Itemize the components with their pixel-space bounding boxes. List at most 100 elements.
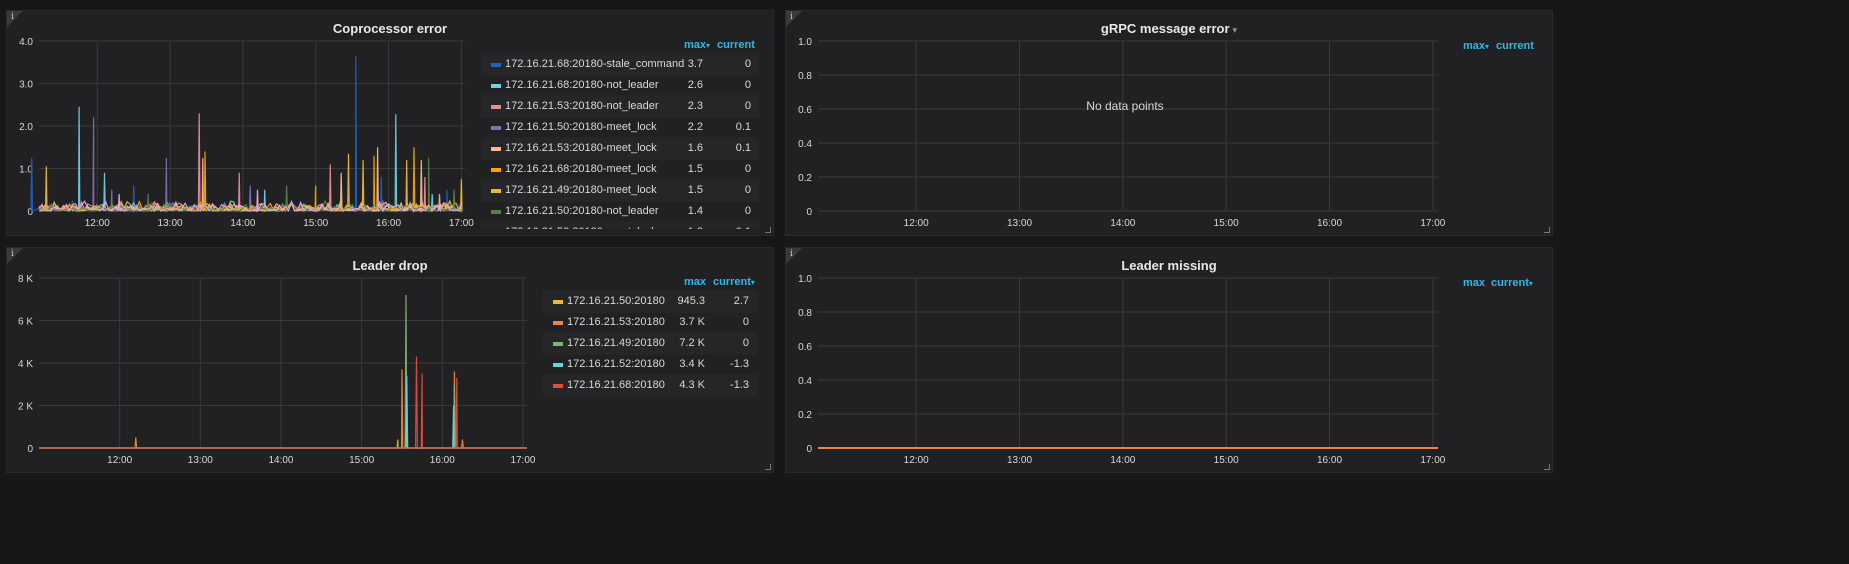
series-color-swatch[interactable] [491, 189, 501, 193]
legend-rows[interactable]: 172.16.21.50:20180 945.3 2.7 172.16.21.53:2… [543, 290, 757, 397]
series-color-swatch[interactable] [553, 363, 563, 367]
legend-item[interactable]: 172.16.21.68:20180-meet_lock 1.5 0 [481, 158, 759, 181]
y-tick-label: 2 K [18, 402, 33, 413]
panel-title[interactable]: gRPC message error ▾ [1100, 21, 1238, 36]
series-color-swatch[interactable] [491, 210, 501, 214]
info-icon[interactable]: i [11, 249, 14, 259]
legend-item[interactable]: 172.16.21.52:20180 3.4 K -1.3 [543, 353, 757, 376]
panel-info-corner[interactable] [786, 248, 802, 264]
x-tick-label: 13:00 [158, 218, 183, 229]
legend-item[interactable]: 172.16.21.50:20180-not_leader 1.4 0 [481, 200, 759, 223]
resize-handle[interactable] [765, 464, 771, 470]
panel-coprocessor-error: i Coprocessor error 0 1.0 2.0 3.0 4.0 12:00 13… [6, 10, 774, 236]
x-tick-label: 12:00 [107, 455, 132, 466]
panel-title[interactable]: Coprocessor error [332, 21, 448, 36]
legend-item[interactable]: 172.16.21.50:20180-meet_lock 2.2 0.1 [481, 116, 759, 139]
series-color-swatch[interactable] [553, 321, 563, 325]
panel-info-corner[interactable] [786, 11, 802, 27]
series-color-swatch[interactable] [553, 384, 563, 388]
series-max-value: 2.3 [687, 100, 703, 112]
resize-handle[interactable] [1544, 227, 1550, 233]
series-name[interactable]: 172.16.21.68:20180 [567, 379, 665, 391]
series-color-swatch[interactable] [491, 105, 501, 109]
y-tick-label: 0.6 [798, 105, 812, 116]
info-icon[interactable]: i [11, 12, 14, 22]
series-color-swatch[interactable] [491, 63, 501, 67]
legend-rows[interactable]: 172.16.21.68:20180-stale_command 3.7 0 172.… [481, 53, 759, 229]
series-name[interactable]: 172.16.21.53:20180 [567, 316, 665, 328]
series-max-value: 4.3 K [679, 379, 705, 391]
panel-info-corner[interactable] [7, 248, 23, 264]
legend-header-current[interactable]: current▾ [1491, 277, 1533, 289]
y-tick-label: 0.2 [798, 410, 812, 421]
legend-item[interactable]: 172.16.21.68:20180-not_leader 2.6 0 [481, 74, 759, 97]
series-max-value: 1.3 [671, 221, 703, 229]
series-name[interactable]: 172.16.21.53:20180-meet_lock [505, 142, 657, 154]
legend-item[interactable]: 172.16.21.52:20180-meet_lock 1.3 0.1 [481, 221, 759, 229]
info-icon[interactable]: i [790, 249, 793, 259]
legend-item[interactable]: 172.16.21.68:20180-stale_command 3.7 0 [481, 53, 759, 76]
panel-leader-drop: i Leader drop 0 2 K 4 K 6 K 8 K 12:00 13:00 14:… [6, 247, 774, 473]
y-tick-label: 1.0 [798, 274, 812, 285]
legend-header-current[interactable]: current [717, 39, 755, 51]
legend-item[interactable]: 172.16.21.53:20180-meet_lock 1.6 0.1 [481, 137, 759, 160]
series-color-swatch[interactable] [553, 342, 563, 346]
series-name[interactable]: 172.16.21.68:20180-stale_command [505, 58, 685, 70]
series-name[interactable]: 172.16.21.49:20180-meet_lock [505, 184, 657, 196]
legend-item[interactable]: 172.16.21.53:20180-not_leader 2.3 0 [481, 95, 759, 118]
series-name[interactable]: 172.16.21.52:20180 [567, 358, 665, 370]
panel-title[interactable]: Leader missing [1121, 258, 1217, 273]
series-color-swatch[interactable] [491, 147, 501, 151]
series-current-value: 0.1 [735, 142, 751, 154]
legend-header-max[interactable]: max▾ [684, 39, 711, 51]
series-name[interactable]: 172.16.21.50:20180-not_leader [505, 205, 659, 217]
x-tick-label: 12:00 [904, 218, 929, 229]
y-tick-label: 0 [806, 207, 812, 218]
legend-item[interactable]: 172.16.21.49:20180 7.2 K 0 [543, 332, 757, 355]
x-tick-label: 12:00 [904, 455, 929, 466]
y-tick-label: 0.8 [798, 308, 812, 319]
x-tick-label: 14:00 [1110, 455, 1135, 466]
legend-header-current[interactable]: current [1496, 40, 1534, 52]
info-icon[interactable]: i [790, 12, 793, 22]
x-tick-label: 15:00 [349, 455, 374, 466]
series-name[interactable]: 172.16.21.49:20180 [567, 337, 665, 349]
legend: max current▾ 172.16.21.50:20180 945.3 2.7 1… [543, 276, 763, 426]
resize-handle[interactable] [765, 227, 771, 233]
resize-handle[interactable] [1544, 464, 1550, 470]
series-color-swatch[interactable] [491, 168, 501, 172]
legend-item[interactable]: 172.16.21.49:20180-meet_lock 1.5 0 [481, 179, 759, 202]
panel-info-corner[interactable] [7, 11, 23, 27]
panel-grpc-message-error: i gRPC message error ▾ 0 0.2 0.4 0.6 0.8 1.0 12… [785, 10, 1553, 236]
series-name[interactable]: 172.16.21.53:20180-not_leader [505, 100, 659, 112]
legend-header-current[interactable]: current▾ [713, 276, 755, 288]
legend-header-max[interactable]: max▾ [1463, 40, 1490, 52]
x-tick-label: 13:00 [1007, 218, 1032, 229]
x-tick-label: 15:00 [1214, 218, 1239, 229]
series-color-swatch[interactable] [553, 300, 563, 304]
series-name[interactable]: 172.16.21.68:20180-not_leader [505, 79, 659, 91]
y-tick-label: 4.0 [19, 37, 33, 48]
series-name[interactable]: 172.16.21.52:20180-meet_lock [505, 221, 657, 229]
legend-header-max[interactable]: max [684, 276, 707, 288]
legend-header-max[interactable]: max [1463, 277, 1486, 289]
coprocessor-error-chart: 0 1.0 2.0 3.0 4.0 12:00 13:00 14:00 15:00 16:00 17… [19, 37, 474, 229]
series-color-swatch[interactable] [491, 126, 501, 130]
y-tick-label: 0 [27, 207, 33, 218]
series-line [30, 55, 463, 214]
no-data-message: No data points [1086, 99, 1164, 113]
x-tick-label: 17:00 [1420, 455, 1445, 466]
sort-desc-icon: ▾ [706, 41, 711, 50]
series-color-swatch[interactable] [491, 84, 501, 88]
series-name[interactable]: 172.16.21.68:20180-meet_lock [505, 163, 657, 175]
x-tick-label: 13:00 [188, 455, 213, 466]
legend-item[interactable]: 172.16.21.53:20180 3.7 K 0 [543, 311, 757, 334]
chevron-down-icon[interactable]: ▾ [1232, 25, 1238, 35]
series-name[interactable]: 172.16.21.50:20180-meet_lock [505, 121, 657, 133]
x-tick-label: 15:00 [303, 218, 328, 229]
sort-desc-icon: ▾ [1485, 42, 1490, 51]
legend-item[interactable]: 172.16.21.50:20180 945.3 2.7 [543, 290, 757, 313]
panel-title[interactable]: Leader drop [352, 258, 428, 273]
legend-item[interactable]: 172.16.21.68:20180 4.3 K -1.3 [543, 374, 757, 397]
series-name[interactable]: 172.16.21.50:20180 [567, 295, 665, 307]
